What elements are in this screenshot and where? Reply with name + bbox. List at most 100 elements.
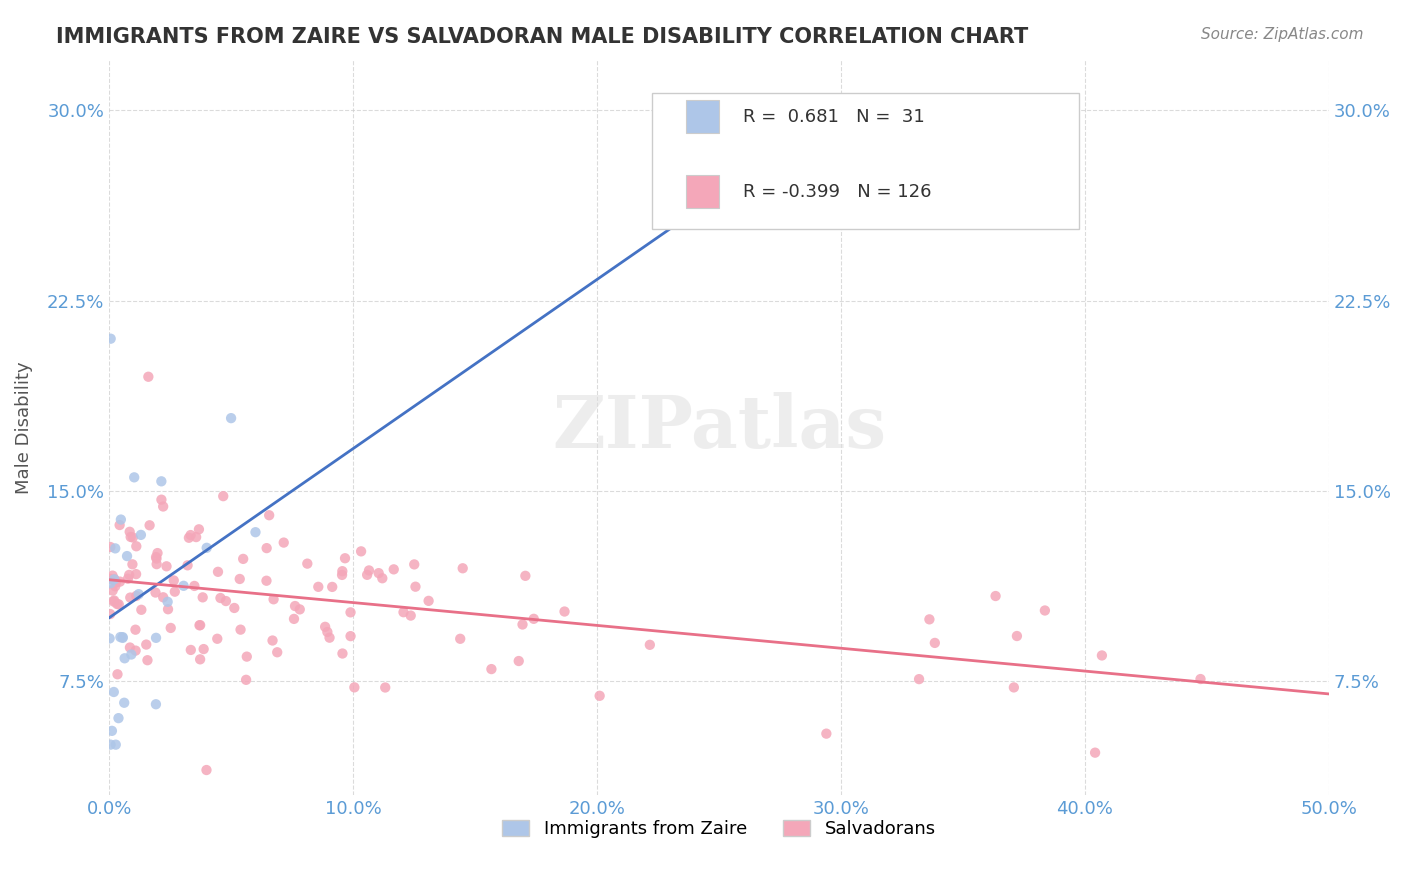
Point — [188, 618, 211, 632]
Point — [283, 612, 305, 626]
Point — [1091, 648, 1114, 663]
Point — [128, 587, 150, 601]
Point — [100, 332, 122, 346]
Point — [212, 489, 235, 503]
Point — [103, 685, 125, 699]
Point — [145, 551, 167, 566]
Point — [256, 541, 278, 555]
Point — [98, 540, 121, 554]
Point — [111, 631, 134, 645]
Point — [343, 681, 366, 695]
Point — [1002, 681, 1025, 695]
Point — [512, 617, 534, 632]
Point — [103, 572, 125, 586]
Point — [155, 559, 177, 574]
Point — [100, 576, 122, 591]
Point — [357, 563, 380, 577]
Point — [145, 557, 167, 571]
Point — [316, 624, 339, 639]
Point — [98, 632, 121, 646]
Point — [145, 631, 167, 645]
Point — [118, 640, 141, 655]
Point — [180, 528, 202, 542]
Point — [138, 518, 160, 533]
Point — [177, 531, 200, 545]
Point — [101, 723, 124, 738]
Point — [236, 649, 259, 664]
Point — [112, 696, 135, 710]
Point — [108, 518, 131, 533]
Point — [284, 599, 307, 613]
Point — [188, 652, 211, 666]
Point — [256, 574, 278, 588]
Point — [1084, 746, 1107, 760]
Point — [318, 631, 340, 645]
Point — [110, 630, 132, 644]
Point — [124, 623, 146, 637]
Point — [195, 763, 218, 777]
Point — [321, 580, 343, 594]
Point — [157, 602, 180, 616]
Point — [100, 738, 122, 752]
Point — [152, 500, 174, 514]
Point — [104, 738, 127, 752]
Point — [107, 667, 129, 681]
Point — [121, 558, 143, 572]
Text: R =  0.681   N =  31: R = 0.681 N = 31 — [744, 108, 925, 126]
Point — [193, 642, 215, 657]
Point — [129, 528, 152, 542]
Point — [107, 598, 129, 612]
Point — [333, 551, 356, 566]
Point — [330, 564, 353, 578]
Text: Source: ZipAtlas.com: Source: ZipAtlas.com — [1201, 27, 1364, 42]
Point — [120, 530, 142, 544]
Point — [245, 525, 267, 540]
Point — [103, 594, 125, 608]
Point — [780, 169, 803, 184]
Point — [924, 636, 946, 650]
Text: ZIPatlas: ZIPatlas — [553, 392, 886, 463]
Point — [266, 645, 288, 659]
Point — [451, 561, 474, 575]
Bar — [686, 175, 718, 208]
Point — [815, 726, 838, 740]
Point — [195, 541, 218, 555]
Point — [101, 568, 124, 582]
Point — [215, 594, 238, 608]
Point — [404, 558, 426, 572]
Point — [122, 470, 145, 484]
Point — [110, 512, 132, 526]
Point — [111, 630, 134, 644]
Point — [356, 567, 378, 582]
Y-axis label: Male Disability: Male Disability — [15, 361, 32, 494]
Point — [107, 711, 129, 725]
Point — [392, 605, 415, 619]
Point — [173, 579, 195, 593]
Point — [145, 698, 167, 712]
Point — [104, 575, 127, 590]
Point — [108, 574, 131, 589]
Point — [101, 583, 124, 598]
Point — [588, 689, 610, 703]
Point — [121, 531, 143, 545]
Point — [163, 574, 186, 588]
Point — [224, 601, 246, 615]
Point — [339, 629, 361, 643]
Point — [382, 562, 405, 576]
Point — [120, 591, 142, 605]
Point — [138, 369, 160, 384]
Legend: Immigrants from Zaire, Salvadorans: Immigrants from Zaire, Salvadorans — [495, 813, 943, 846]
Point — [103, 573, 125, 587]
Point — [118, 568, 141, 582]
Point — [145, 585, 167, 599]
Point — [163, 584, 186, 599]
Point — [118, 524, 141, 539]
Point — [219, 411, 242, 425]
Point — [1189, 672, 1212, 686]
Point — [156, 595, 179, 609]
Point — [229, 623, 252, 637]
Point — [176, 558, 198, 573]
Point — [554, 605, 576, 619]
Point — [180, 643, 202, 657]
Point — [135, 638, 157, 652]
